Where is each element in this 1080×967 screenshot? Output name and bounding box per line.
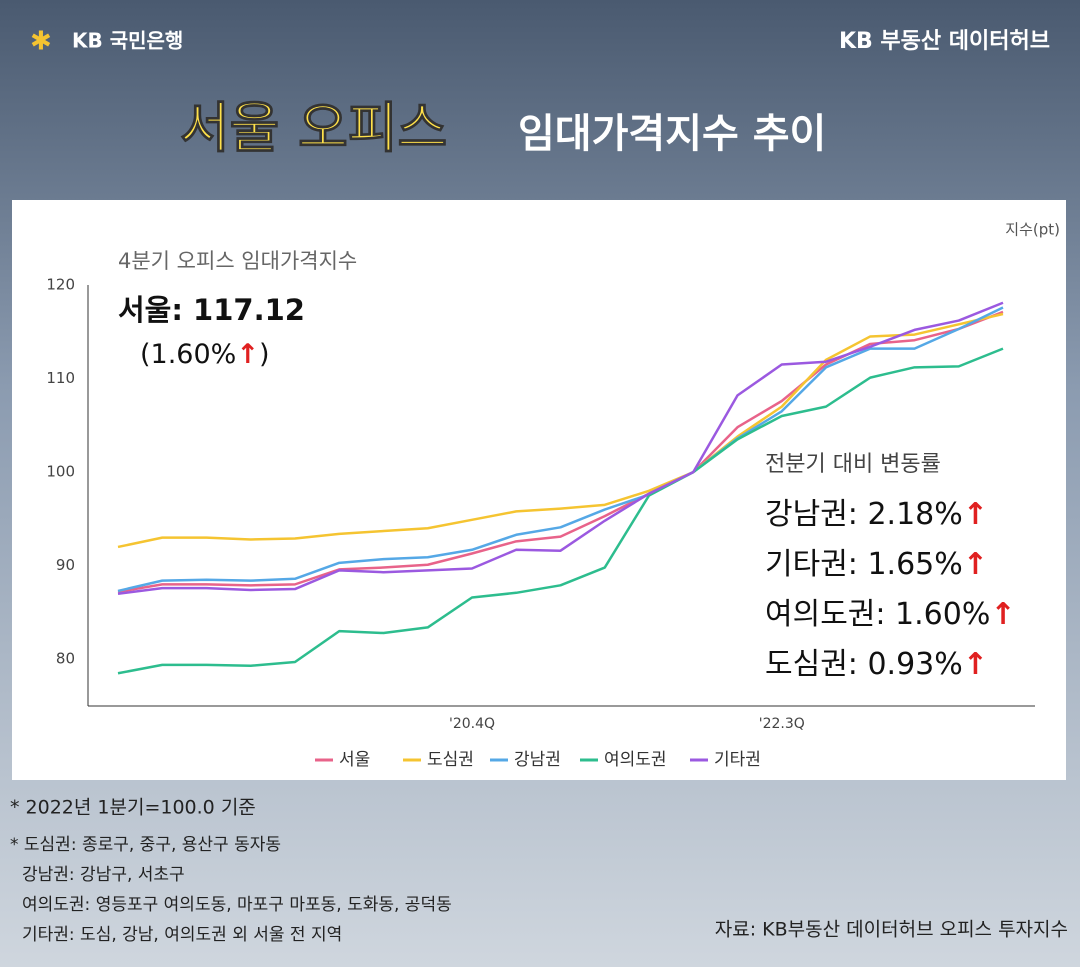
seoul-value: 서울: 117.12: [118, 293, 305, 327]
legend-label: 기타권: [714, 750, 761, 770]
footnote: * 도심권: 종로구, 중구, 용산구 동자동: [10, 835, 281, 855]
y-tick-label: 90: [56, 556, 75, 574]
legend-label: 서울: [339, 750, 370, 770]
change-row: 기타권: 1.65%↑: [765, 547, 988, 582]
annotation-title: 4분기 오피스 임대가격지수: [118, 249, 357, 273]
right-logo: KB 부동산 데이터허브: [839, 29, 1050, 54]
footnote: 여의도권: 영등포구 여의도동, 마포구 마포동, 도화동, 공덕동: [22, 895, 452, 915]
change-text: 도심권: 0.93%: [765, 647, 963, 682]
unit-label: 지수(pt): [1005, 221, 1060, 239]
change-arrow: ↑: [990, 597, 1015, 632]
y-tick-label: 100: [46, 463, 75, 481]
change-row: 강남권: 2.18%↑: [765, 497, 988, 532]
title: 임대가격지수 추이: [518, 111, 826, 157]
y-tick-label: 120: [46, 276, 75, 294]
series-line: [117, 301, 1004, 595]
title-highlight: 서울 오피스: [180, 97, 447, 160]
change-arrow: ↑: [963, 497, 988, 532]
series-line: [117, 312, 1004, 549]
change-arrow: ↑: [963, 647, 988, 682]
seoul-change: (1.60%↑): [140, 339, 269, 370]
series-line: [117, 347, 1004, 675]
change-row: 여의도권: 1.60%↑: [765, 597, 1016, 632]
change-title: 전분기 대비 변동률: [765, 452, 941, 477]
series-line: [117, 306, 1004, 593]
footnote: 강남권: 강남구, 서초구: [22, 865, 185, 885]
y-tick-label: 80: [56, 650, 75, 668]
change-row: 도심권: 0.93%↑: [765, 647, 988, 682]
footnote: 기타권: 도심, 강남, 여의도권 외 서울 전 지역: [22, 925, 342, 945]
logo-star: ✱: [30, 27, 52, 57]
change-text: 여의도권: 1.60%: [765, 597, 990, 632]
y-tick-label: 110: [46, 369, 75, 387]
left-logo: KB 국민은행: [72, 29, 183, 53]
legend-label: 강남권: [514, 750, 561, 770]
legend-label: 여의도권: [604, 750, 667, 770]
change-arrow: ↑: [963, 547, 988, 582]
change-text: 기타권: 1.65%: [765, 547, 963, 582]
source: 자료: KB부동산 데이터허브 오피스 투자지수: [715, 919, 1068, 941]
x-tick-label: '22.3Q: [759, 716, 805, 732]
x-tick-label: '20.4Q: [449, 716, 495, 732]
footnote: * 2022년 1분기=100.0 기준: [10, 797, 256, 819]
chart-panel: [12, 200, 1066, 780]
change-text: 강남권: 2.18%: [765, 497, 963, 532]
legend-label: 도심권: [427, 750, 474, 770]
